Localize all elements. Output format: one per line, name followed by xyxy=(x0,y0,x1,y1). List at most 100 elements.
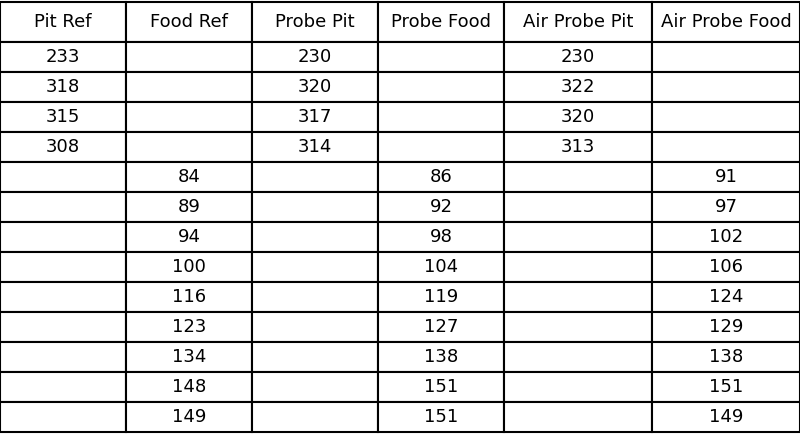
Bar xyxy=(126,132,252,162)
Text: 124: 124 xyxy=(709,288,743,306)
Text: 230: 230 xyxy=(298,48,332,66)
Text: 86: 86 xyxy=(430,168,452,186)
Bar xyxy=(652,312,800,342)
Text: 314: 314 xyxy=(298,138,332,156)
Bar xyxy=(252,162,378,192)
Text: Pit Ref: Pit Ref xyxy=(34,13,92,31)
Text: 151: 151 xyxy=(424,378,458,396)
Text: 320: 320 xyxy=(561,108,595,126)
Bar xyxy=(652,372,800,402)
Text: 149: 149 xyxy=(172,408,206,426)
Text: 119: 119 xyxy=(424,288,458,306)
Bar xyxy=(378,192,504,222)
Text: 106: 106 xyxy=(709,258,743,276)
Bar xyxy=(378,162,504,192)
Text: 102: 102 xyxy=(709,228,743,246)
Bar xyxy=(0,342,126,372)
Bar xyxy=(252,42,378,72)
Bar xyxy=(126,222,252,252)
Text: 116: 116 xyxy=(172,288,206,306)
Bar xyxy=(652,132,800,162)
Bar xyxy=(504,282,652,312)
Bar xyxy=(252,192,378,222)
Bar xyxy=(0,72,126,102)
Text: 97: 97 xyxy=(714,198,738,216)
Text: 149: 149 xyxy=(709,408,743,426)
Text: 92: 92 xyxy=(430,198,453,216)
Bar xyxy=(378,72,504,102)
Bar xyxy=(252,312,378,342)
Bar xyxy=(652,2,800,42)
Bar xyxy=(252,102,378,132)
Bar xyxy=(126,402,252,432)
Bar xyxy=(126,372,252,402)
Bar xyxy=(252,402,378,432)
Bar xyxy=(378,252,504,282)
Bar xyxy=(652,102,800,132)
Text: Probe Food: Probe Food xyxy=(391,13,491,31)
Bar xyxy=(378,222,504,252)
Bar xyxy=(504,402,652,432)
Bar xyxy=(504,342,652,372)
Bar xyxy=(504,132,652,162)
Bar xyxy=(504,42,652,72)
Bar xyxy=(504,222,652,252)
Text: 320: 320 xyxy=(298,78,332,96)
Bar xyxy=(504,2,652,42)
Text: 91: 91 xyxy=(714,168,738,186)
Bar xyxy=(652,42,800,72)
Text: 94: 94 xyxy=(178,228,201,246)
Text: 148: 148 xyxy=(172,378,206,396)
Bar xyxy=(504,372,652,402)
Bar xyxy=(378,402,504,432)
Text: 138: 138 xyxy=(424,348,458,366)
Bar xyxy=(652,162,800,192)
Text: 134: 134 xyxy=(172,348,206,366)
Text: 138: 138 xyxy=(709,348,743,366)
Bar xyxy=(126,312,252,342)
Bar xyxy=(378,342,504,372)
Text: 151: 151 xyxy=(424,408,458,426)
Bar xyxy=(652,252,800,282)
Bar xyxy=(126,2,252,42)
Bar xyxy=(0,162,126,192)
Text: 315: 315 xyxy=(46,108,80,126)
Bar xyxy=(252,132,378,162)
Bar xyxy=(126,42,252,72)
Bar xyxy=(252,72,378,102)
Bar xyxy=(0,42,126,72)
Bar xyxy=(652,222,800,252)
Bar xyxy=(126,102,252,132)
Text: 308: 308 xyxy=(46,138,80,156)
Bar xyxy=(378,282,504,312)
Bar xyxy=(0,252,126,282)
Bar xyxy=(378,42,504,72)
Bar xyxy=(504,162,652,192)
Bar xyxy=(652,72,800,102)
Bar xyxy=(652,282,800,312)
Text: Air Probe Pit: Air Probe Pit xyxy=(523,13,633,31)
Bar xyxy=(378,372,504,402)
Bar xyxy=(504,102,652,132)
Bar xyxy=(0,102,126,132)
Bar xyxy=(378,312,504,342)
Bar xyxy=(652,402,800,432)
Text: 233: 233 xyxy=(46,48,80,66)
Bar xyxy=(0,402,126,432)
Bar xyxy=(504,312,652,342)
Bar xyxy=(0,132,126,162)
Bar xyxy=(126,342,252,372)
Bar xyxy=(378,2,504,42)
Text: 100: 100 xyxy=(172,258,206,276)
Bar xyxy=(0,282,126,312)
Bar xyxy=(252,252,378,282)
Bar xyxy=(504,72,652,102)
Bar xyxy=(126,72,252,102)
Bar xyxy=(652,342,800,372)
Text: Food Ref: Food Ref xyxy=(150,13,228,31)
Text: 317: 317 xyxy=(298,108,332,126)
Bar xyxy=(252,2,378,42)
Bar xyxy=(0,372,126,402)
Bar xyxy=(0,312,126,342)
Text: 313: 313 xyxy=(561,138,595,156)
